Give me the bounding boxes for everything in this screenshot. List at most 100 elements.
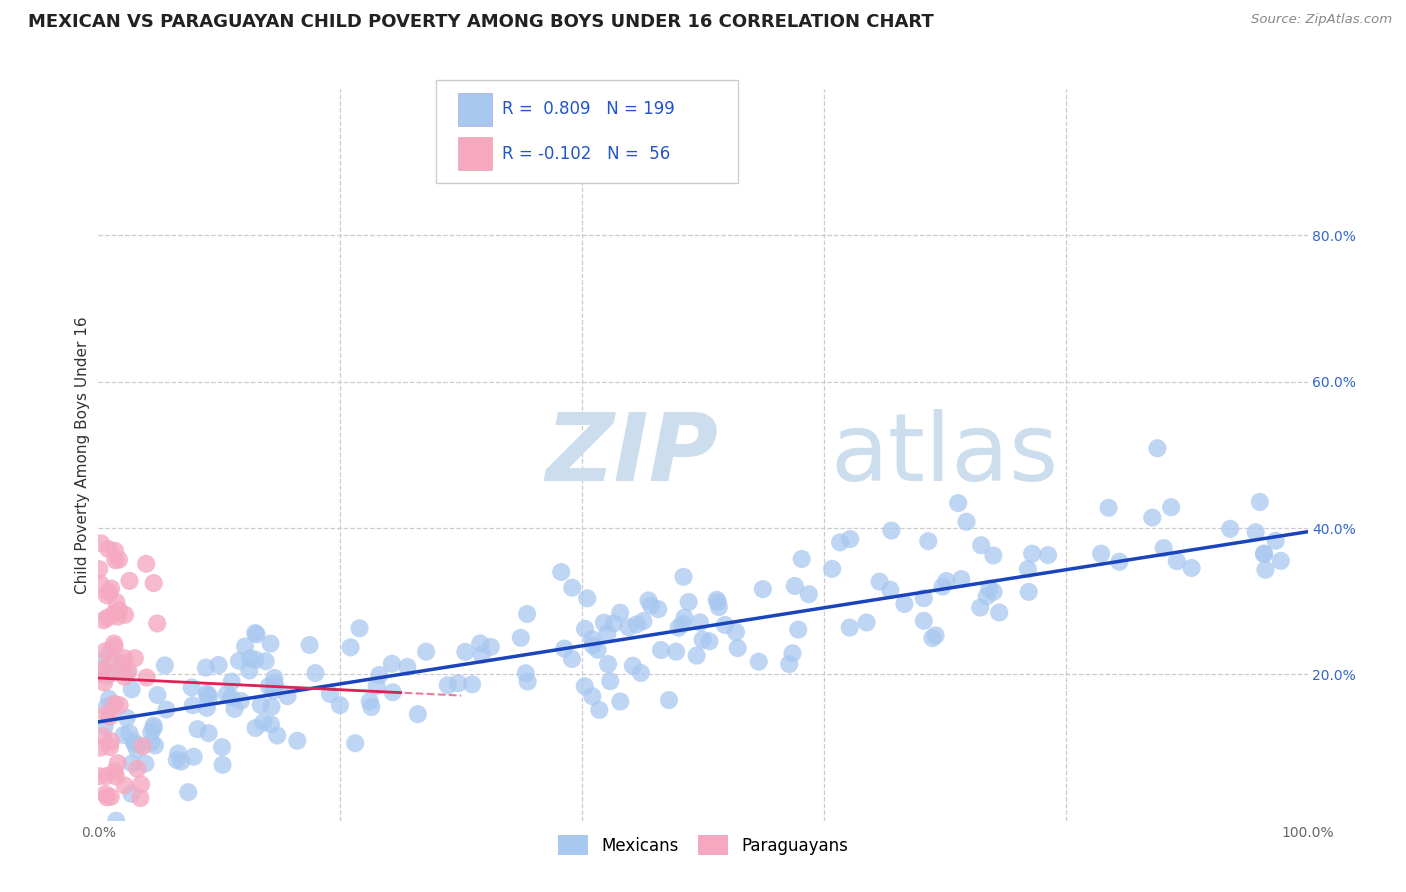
Point bbox=[304, 666, 326, 681]
Point bbox=[245, 627, 267, 641]
Point bbox=[368, 668, 391, 682]
Point bbox=[90, 662, 112, 676]
Point bbox=[103, 697, 125, 711]
Point bbox=[111, 656, 134, 670]
Point bbox=[96, 588, 118, 602]
Point bbox=[114, 779, 136, 793]
Point bbox=[553, 641, 575, 656]
Point bbox=[187, 722, 209, 736]
Point bbox=[224, 702, 246, 716]
Point bbox=[107, 756, 129, 771]
Point bbox=[640, 599, 662, 613]
Point bbox=[181, 698, 204, 713]
Point bbox=[1097, 500, 1119, 515]
Point bbox=[461, 677, 484, 691]
Point bbox=[183, 749, 205, 764]
Point bbox=[970, 538, 993, 552]
Point bbox=[752, 582, 775, 596]
Point bbox=[672, 616, 695, 631]
Y-axis label: Child Poverty Among Boys Under 16: Child Poverty Among Boys Under 16 bbox=[75, 316, 90, 594]
Point bbox=[561, 581, 583, 595]
Point bbox=[197, 726, 219, 740]
Point bbox=[260, 717, 283, 731]
Point bbox=[100, 582, 122, 596]
Point bbox=[219, 690, 242, 705]
Point bbox=[117, 664, 139, 678]
Point bbox=[988, 606, 1011, 620]
Point bbox=[1249, 495, 1271, 509]
Point bbox=[195, 687, 218, 701]
Point bbox=[447, 676, 470, 690]
Text: MEXICAN VS PARAGUAYAN CHILD POVERTY AMONG BOYS UNDER 16 CORRELATION CHART: MEXICAN VS PARAGUAYAN CHILD POVERTY AMON… bbox=[28, 13, 934, 31]
Point bbox=[360, 700, 382, 714]
Point bbox=[93, 613, 115, 627]
Point bbox=[955, 515, 977, 529]
Point bbox=[259, 637, 281, 651]
Point bbox=[228, 654, 250, 668]
Point bbox=[114, 607, 136, 622]
Point bbox=[668, 621, 690, 635]
Point bbox=[1160, 500, 1182, 515]
Point bbox=[108, 603, 131, 617]
Point bbox=[685, 648, 707, 663]
Point bbox=[91, 729, 114, 743]
Point bbox=[917, 534, 939, 549]
Point bbox=[142, 576, 165, 591]
Point bbox=[1090, 547, 1112, 561]
Point bbox=[828, 535, 851, 549]
Point bbox=[1021, 547, 1043, 561]
Point bbox=[141, 725, 163, 739]
Point bbox=[1244, 525, 1267, 540]
Point bbox=[1018, 585, 1040, 599]
Point bbox=[104, 544, 127, 558]
Point bbox=[574, 622, 596, 636]
Point bbox=[93, 719, 115, 733]
Point bbox=[1181, 561, 1204, 575]
Point bbox=[516, 607, 538, 621]
Point bbox=[195, 701, 218, 715]
Point bbox=[630, 665, 652, 680]
Point bbox=[254, 654, 277, 668]
Point bbox=[515, 666, 537, 681]
Point bbox=[839, 532, 862, 546]
Point bbox=[207, 658, 229, 673]
Point bbox=[838, 621, 860, 635]
Point bbox=[1142, 510, 1164, 524]
Point bbox=[983, 585, 1005, 599]
Point bbox=[260, 699, 283, 714]
Point bbox=[935, 574, 957, 588]
Point bbox=[650, 643, 672, 657]
Point bbox=[114, 651, 136, 665]
Point bbox=[104, 764, 127, 779]
Point bbox=[104, 553, 127, 567]
Point bbox=[245, 721, 267, 735]
Point bbox=[637, 593, 659, 607]
Point bbox=[98, 709, 121, 723]
Point bbox=[122, 734, 145, 748]
Point bbox=[143, 739, 166, 753]
Point bbox=[1253, 547, 1275, 561]
Point bbox=[134, 756, 156, 771]
Point bbox=[96, 700, 118, 714]
Point bbox=[689, 615, 711, 630]
Point bbox=[621, 658, 644, 673]
Point bbox=[319, 687, 342, 701]
Point bbox=[912, 591, 935, 606]
Point bbox=[381, 657, 404, 671]
Point bbox=[658, 693, 681, 707]
Point bbox=[233, 640, 256, 654]
Point bbox=[931, 580, 953, 594]
Point bbox=[359, 694, 381, 708]
Point bbox=[912, 614, 935, 628]
Point bbox=[93, 675, 115, 690]
Point bbox=[588, 703, 610, 717]
Point bbox=[141, 735, 163, 749]
Point bbox=[198, 690, 221, 704]
Point bbox=[592, 615, 614, 630]
Point bbox=[100, 666, 122, 681]
Point bbox=[89, 577, 111, 591]
Point bbox=[609, 694, 631, 708]
Point bbox=[285, 733, 308, 747]
Point bbox=[406, 707, 429, 722]
Point bbox=[98, 645, 121, 659]
